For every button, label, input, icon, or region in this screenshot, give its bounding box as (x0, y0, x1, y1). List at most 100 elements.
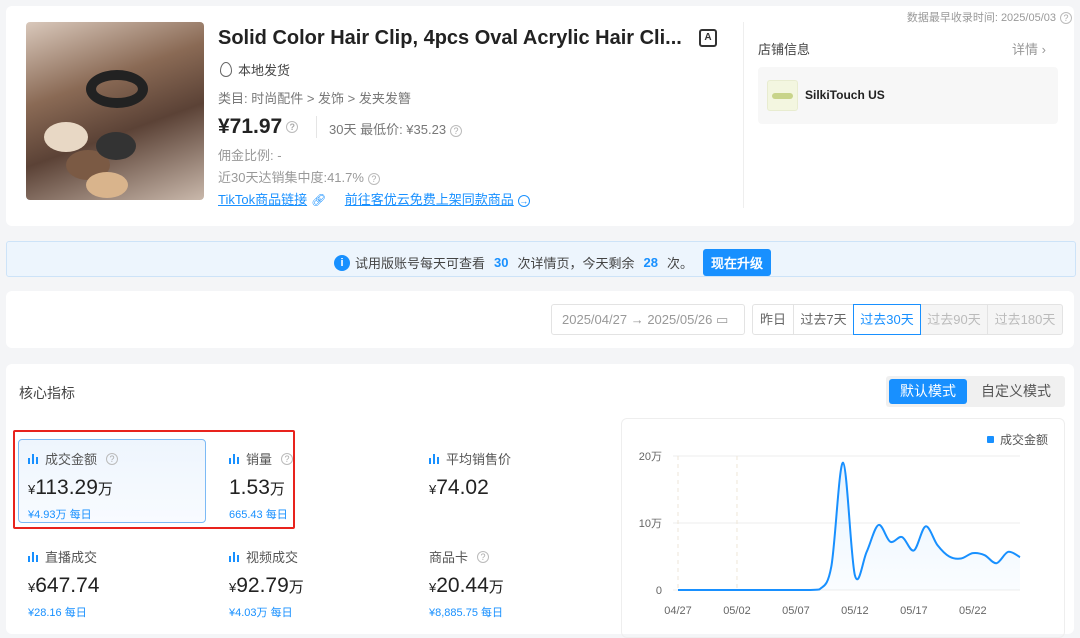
translate-icon[interactable]: A (699, 29, 717, 47)
chart-legend[interactable]: 成交金额 (987, 431, 1048, 448)
metric-label: 销量? (229, 449, 294, 468)
currency: ¥ (28, 580, 36, 595)
metric-label-text: 销量 (246, 452, 273, 467)
help-icon[interactable]: ? (286, 121, 299, 134)
link-icon: 🔗︎ (311, 193, 327, 207)
metric-value: 1.53万 (229, 476, 293, 500)
sales-chart: 0 10万 20万 04/27 05/02 05/07 05/12 05/17 05/22 (639, 451, 1021, 617)
arrow-circle-icon[interactable]: → (517, 195, 530, 207)
shop-card[interactable]: SilkiTouch US (758, 67, 1058, 124)
metric-unit: 万 (269, 481, 285, 498)
help-icon[interactable]: ? (1060, 12, 1072, 25)
metric-item[interactable]: 成交金额? ¥113.29万 ¥4.93万 每日 (28, 449, 119, 522)
y-tick-label: 10万 (639, 518, 662, 530)
y-tick-label: 20万 (639, 451, 662, 463)
trial-banner (6, 241, 1076, 277)
metric-unit: 万 (288, 579, 304, 596)
metric-label: 视频成交 (229, 547, 304, 566)
range-30-days[interactable]: 过去30天 (853, 304, 921, 335)
date-start: 2025/04/27 (562, 312, 628, 327)
metric-label-text: 商品卡 (429, 550, 469, 565)
metric-item[interactable]: 销量? 1.53万 665.43 每日 (229, 449, 294, 522)
metric-value: ¥74.02 (429, 476, 511, 500)
metric-label: 成交金额? (28, 449, 119, 468)
metric-value: ¥92.79万 (229, 574, 304, 598)
data-time-text: 数据最早收录时间: 2025/05/03 (906, 12, 1056, 24)
commission: 佣金比例: - (218, 148, 282, 163)
metric-number: 647.74 (35, 574, 100, 597)
low-price: 30天 最低价: ¥35.23? (329, 119, 463, 138)
concentration-text: 近30天达销集中度:41.7% (218, 170, 364, 185)
divider (743, 22, 744, 208)
legend-label: 成交金额 (1000, 433, 1049, 447)
metric-item[interactable]: 直播成交 ¥647.74 ¥28.16 每日 (28, 547, 99, 620)
category: 类目: 时尚配件 > 发饰 > 发夹发簪 (218, 91, 411, 106)
arrow-icon: → (630, 312, 644, 327)
y-tick-label: 0 (656, 585, 662, 597)
shop-detail-link[interactable]: 详情 › (1012, 39, 1046, 58)
range-180-days[interactable]: 过去180天 (987, 304, 1063, 335)
help-icon[interactable]: ? (477, 550, 490, 563)
banner-count-total: 30 (494, 255, 509, 270)
upgrade-button[interactable]: 现在升级 (702, 249, 771, 276)
banner-content: i 试用版账号每天可查看 30 次详情页，今天剩余 28 次。 现在升级 (334, 249, 771, 276)
highlight-box (13, 430, 295, 529)
bar-chart-icon (28, 453, 40, 464)
x-tick-label: 05/12 (841, 605, 869, 617)
metric-number: 113.29 (35, 476, 98, 499)
banner-text: 次详情页，今天剩余 (517, 256, 635, 271)
currency: ¥ (429, 580, 437, 595)
metric-daily: ¥8,885.75 每日 (429, 607, 503, 619)
metric-label: 商品卡? (429, 547, 504, 566)
default-mode-button[interactable]: 默认模式 (889, 379, 967, 404)
bar-chart-icon (229, 551, 241, 562)
currency: ¥ (429, 482, 437, 497)
range-yesterday[interactable]: 昨日 (752, 304, 794, 335)
shop-detail-text: 详情 (1012, 42, 1039, 57)
shipping-text: 本地发货 (238, 63, 291, 78)
metric-value: ¥20.44万 (429, 574, 504, 598)
links: TikTok商品链接 🔗︎ 前往客优云免费上架同款商品 → (218, 189, 530, 209)
date-range-picker[interactable]: 2025/04/27 → 2025/05/26 ▭ (551, 304, 745, 335)
metric-label: 平均销售价 (429, 449, 511, 468)
metric-number: 20.44 (436, 574, 489, 597)
range-7-days[interactable]: 过去7天 (793, 304, 854, 335)
metric-daily: ¥4.93万 每日 (28, 509, 92, 521)
calendar-icon: ▭ (716, 312, 729, 327)
custom-mode-button[interactable]: 自定义模式 (981, 383, 1051, 399)
banner-text: 试用版账号每天可查看 (355, 256, 486, 271)
tiktok-link[interactable]: TikTok商品链接 (218, 192, 308, 207)
metric-item[interactable]: 视频成交 ¥92.79万 ¥4.03万 每日 (229, 547, 304, 620)
banner-text: 次。 (666, 256, 693, 271)
metric-label: 直播成交 (28, 547, 99, 566)
product-title: Solid Color Hair Clip, 4pcs Oval Acrylic… (218, 27, 682, 49)
range-90-days[interactable]: 过去90天 (920, 304, 988, 335)
metric-daily: ¥4.03万 每日 (229, 607, 293, 619)
help-icon[interactable]: ? (367, 172, 380, 185)
help-icon[interactable]: ? (281, 452, 294, 465)
location-icon (220, 62, 232, 77)
shop-name: SilkiTouch US (805, 88, 885, 102)
help-icon[interactable]: ? (106, 452, 119, 465)
metric-daily: 665.43 每日 (229, 509, 288, 521)
product-image[interactable] (26, 22, 204, 200)
metric-label-text: 平均销售价 (446, 452, 512, 467)
bar-chart-icon (229, 453, 241, 464)
shop-logo (767, 80, 798, 111)
x-tick-label: 05/22 (959, 605, 987, 617)
metric-label-text: 直播成交 (45, 550, 98, 565)
metrics-title: 核心指标 (19, 385, 75, 401)
low-price-text: 30天 最低价: ¥35.23 (329, 122, 447, 137)
legend-swatch (987, 436, 994, 443)
metric-item[interactable]: 商品卡? ¥20.44万 ¥8,885.75 每日 (429, 547, 504, 620)
help-icon[interactable]: ? (450, 124, 463, 137)
list-same-product-link[interactable]: 前往客优云免费上架同款商品 (344, 192, 514, 207)
metric-item[interactable]: 平均销售价 ¥74.02 (429, 449, 511, 506)
price: ¥71.97? (218, 115, 299, 139)
metric-number: 1.53 (229, 476, 270, 499)
shop-title: 店铺信息 (758, 42, 811, 57)
x-tick-label: 05/02 (723, 605, 751, 617)
concentration: 近30天达销集中度:41.7%? (218, 167, 380, 186)
metric-value: ¥647.74 (28, 574, 99, 598)
metric-number: 74.02 (436, 476, 489, 499)
